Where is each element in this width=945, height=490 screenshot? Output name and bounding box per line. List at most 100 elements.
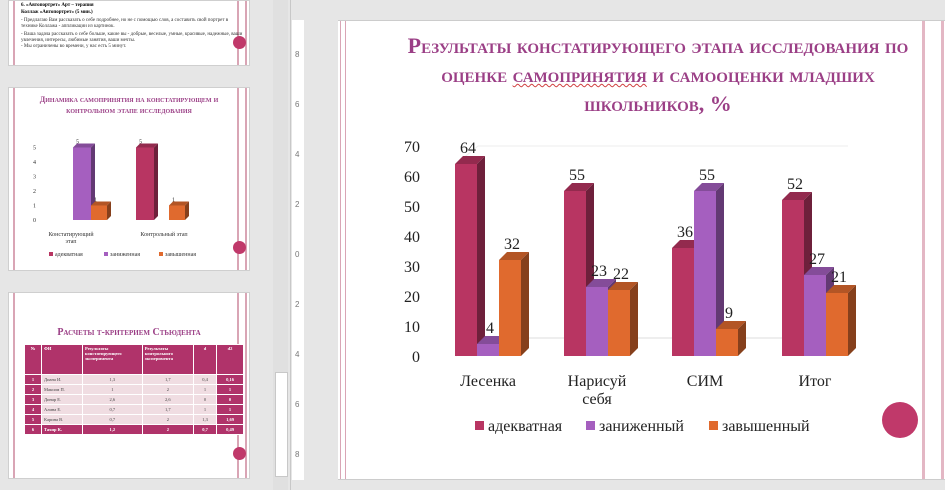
table-cell: 1,7 — [141, 404, 195, 415]
slide-border — [237, 1, 247, 65]
table-cell: 1 — [193, 404, 217, 415]
pane-divider[interactable] — [290, 0, 291, 490]
table-cell: 1 — [193, 384, 217, 395]
mini-bar-2-side — [107, 201, 111, 220]
mini-bar-1-side — [91, 143, 95, 220]
ruler-label: 8 — [295, 450, 300, 459]
table-cell: 0,7 — [82, 414, 143, 425]
decorative-circle — [233, 241, 246, 254]
bar-2 — [826, 293, 848, 356]
table-row: 1 Диана И. 1,3 1,7 0,4 0,16 — [24, 374, 244, 385]
bar-0-top — [564, 183, 594, 191]
thumb-line: - Ваша задача рассказать о себе больше, … — [21, 32, 243, 43]
table-cell: 2,6 — [82, 394, 143, 405]
bar-1-top — [694, 183, 724, 191]
main-slide[interactable]: Результаты констатирующего этапа исследо… — [338, 20, 945, 480]
y-tick-label: 1 — [33, 204, 36, 210]
bar-2 — [499, 260, 521, 356]
table-cell: Диана И. — [41, 374, 83, 385]
table-cell: Тахир К. — [41, 424, 83, 435]
bar-2-side — [521, 252, 529, 356]
bar-2-top — [608, 282, 638, 290]
table-cell: Максим П. — [41, 384, 83, 395]
mini-bar-0-top — [136, 143, 158, 148]
table-cell: 0,4 — [193, 374, 217, 385]
y-tick-label: 5 — [33, 146, 36, 152]
table-cell: 3 — [24, 394, 42, 405]
bar-0 — [782, 200, 804, 356]
slide-border — [13, 1, 15, 65]
mini-bar-0 — [136, 147, 154, 220]
ruler-label: 6 — [295, 400, 300, 409]
slide-title[interactable]: Результаты констатирующего этапа исследо… — [398, 31, 918, 118]
legend-label: завышенный — [722, 418, 810, 435]
table-cell: 2 — [141, 424, 195, 435]
x-tick-label: себя — [582, 391, 612, 408]
slide-thumbnail-1[interactable]: 6. «Автопортрет» Арт – терапия Коллаж «А… — [8, 0, 250, 66]
slide-thumbnail-3[interactable]: Расчеты t-критерием Стьюдента № ФИ Резул… — [8, 292, 250, 479]
y-tick-label: 3 — [33, 175, 36, 181]
main-chart[interactable]: 0 10 20 30 40 50 60 70 64 4 32 Лесенка 55 23 22 Нарисуй… — [338, 21, 922, 479]
table-cell: Карина В. — [41, 414, 83, 425]
table-cell: Алина Е. — [41, 404, 83, 415]
legend-label: завышенная — [165, 252, 196, 258]
bar-2-top — [716, 321, 746, 329]
data-label: 23 — [591, 263, 607, 280]
bar-2-side — [630, 282, 638, 356]
bar-1-top — [804, 267, 834, 275]
ruler-label: 4 — [295, 350, 300, 359]
legend-swatch — [49, 252, 53, 256]
bar-0-side — [477, 156, 485, 356]
data-label: 4 — [486, 320, 494, 337]
decorative-circle — [233, 36, 246, 49]
table-cell: 6 — [24, 424, 42, 435]
legend-label: адекватная — [55, 252, 83, 258]
slide-thumbnail-2[interactable]: Динамика самопринятия на констатирующем … — [8, 87, 250, 271]
table-cell: 1 — [24, 374, 42, 385]
x-tick-label: Итог — [799, 373, 832, 390]
bar-1 — [477, 344, 499, 356]
mini-bar-2 — [91, 205, 107, 220]
slide-border — [237, 88, 247, 270]
mini-bar-1 — [73, 147, 91, 220]
data-label: 64 — [460, 140, 476, 157]
title-text: и самооценки младших школьников, % — [584, 62, 875, 116]
table-cell: Динар Е. — [41, 394, 83, 405]
thumb-line: - Мы ограничены во времени, у нас есть 5… — [21, 44, 127, 49]
bar-1-top — [586, 279, 616, 287]
ruler-label: 8 — [295, 50, 300, 59]
x-tick-label: этап — [65, 239, 77, 245]
data-label: 36 — [677, 224, 693, 241]
decorative-circle — [233, 447, 246, 460]
x-tick-label: СИМ — [687, 373, 723, 390]
legend-swatch — [709, 421, 718, 430]
t-test-table: № ФИ Результаты констатирующего эксперим… — [24, 344, 244, 435]
scrollbar-thumb[interactable] — [275, 372, 288, 477]
y-tick-label: 30 — [404, 259, 420, 276]
data-label: 55 — [569, 167, 585, 184]
thumb-title: Динамика самопринятия на констатирующем … — [39, 95, 219, 115]
y-tick-label: 4 — [33, 160, 36, 166]
legend-label: заниженная — [110, 252, 140, 258]
table-cell: 1 — [216, 404, 244, 415]
table-cell: 0,16 — [216, 374, 244, 385]
title-misspelled-word: самопринятия — [512, 62, 647, 87]
y-tick-label: 40 — [404, 229, 420, 246]
table-cell: 2 — [141, 384, 195, 395]
y-tick-label: 60 — [404, 169, 420, 186]
bar-2-top — [499, 252, 529, 260]
data-label: 21 — [831, 269, 847, 286]
mini-bar-2-top — [169, 201, 189, 206]
table-header: № — [24, 344, 42, 375]
y-tick-label: 20 — [404, 289, 420, 306]
thumb-heading: 6. «Автопортрет» Арт – терапия — [21, 3, 94, 8]
thumb-title: Расчеты t-критерием Стьюдента — [57, 327, 201, 338]
thumbnail-scrollbar[interactable] — [273, 0, 288, 490]
y-tick-label: 50 — [404, 199, 420, 216]
y-tick-label: 10 — [404, 319, 420, 336]
mini-bar-2-top — [91, 201, 111, 206]
table-cell: 0,7 — [82, 404, 143, 415]
slide-border — [13, 293, 15, 478]
table-header: d2 — [216, 344, 244, 375]
